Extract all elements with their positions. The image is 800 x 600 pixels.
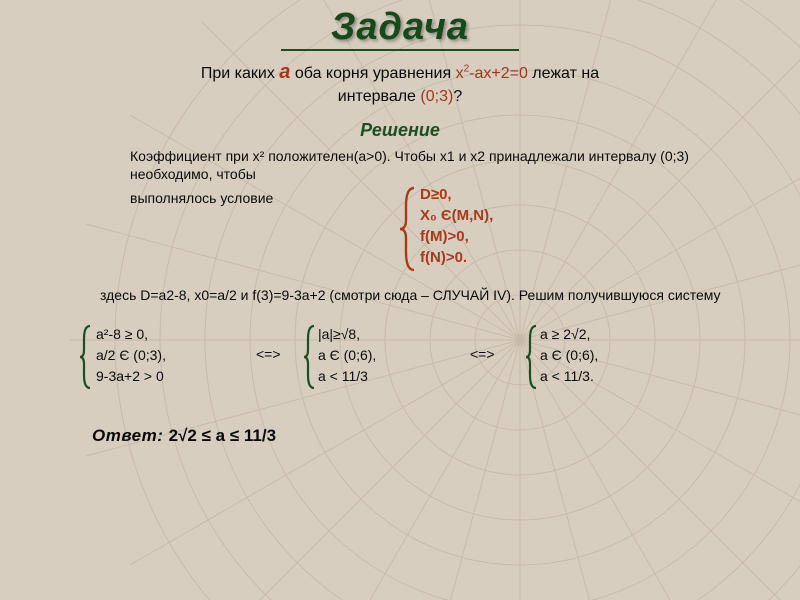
system-line: a < 11/3. — [540, 366, 598, 387]
problem-a-symbol: а — [279, 61, 290, 83]
brace-icon — [524, 324, 538, 390]
condition-item: f(N)>0. — [420, 247, 493, 268]
system-line: 9-3a+2 > 0 — [96, 366, 166, 387]
system-line: a ≥ 2√2, — [540, 324, 598, 345]
equiv-arrow: <=> — [470, 346, 495, 362]
slide-content: Задача При каких а оба корня уравнения х… — [0, 0, 800, 600]
brace-icon — [302, 324, 316, 390]
problem-line2-suffix: ? — [453, 88, 462, 105]
condition-item: D≥0, — [420, 184, 493, 205]
system-line: a²-8 ≥ 0, — [96, 324, 166, 345]
equiv-arrow: <=> — [256, 346, 281, 362]
system-line: a < 11/3 — [318, 366, 376, 387]
condition-brace-icon — [398, 186, 416, 272]
system-line: a/2 Є (0;3), — [96, 345, 166, 366]
answer: Ответ: 2√2 ≤ a ≤ 11/3 — [92, 426, 800, 446]
condition-item: X₀ Є(M,N), — [420, 205, 493, 226]
slide-title: Задача — [281, 0, 519, 51]
paragraph-1: Коэффициент при х² положителен(а>0). Что… — [130, 147, 720, 185]
problem-line2-prefix: интервале — [338, 88, 421, 105]
problem-prefix: При каких — [201, 65, 279, 82]
problem-after-eq: лежат на — [528, 65, 599, 82]
system-line: a Є (0;6), — [540, 345, 598, 366]
condition-list: D≥0, X₀ Є(M,N), f(M)>0, f(N)>0. — [420, 184, 493, 268]
problem-statement: При каких а оба корня уравнения х2-ax+2=… — [40, 59, 760, 108]
system-line: a Є (0;6), — [318, 345, 376, 366]
paragraph-2: здесь D=a2-8, x0=a/2 и f(3)=9-3a+2 (смот… — [100, 286, 740, 306]
system-col-3: a ≥ 2√2, a Є (0;6), a < 11/3. — [540, 324, 598, 387]
answer-value: 2√2 ≤ a ≤ 11/3 — [169, 426, 276, 445]
system-line: |a|≥√8, — [318, 324, 376, 345]
system-col-2: |a|≥√8, a Є (0;6), a < 11/3 — [318, 324, 376, 387]
problem-mid: оба корня уравнения — [290, 65, 455, 82]
brace-icon — [78, 324, 92, 390]
condition-block: выполнялось условие D≥0, X₀ Є(M,N), f(M)… — [0, 190, 800, 276]
problem-equation: х2-ax+2=0 — [456, 65, 528, 82]
problem-interval: (0;3) — [420, 88, 453, 105]
systems-row: a²-8 ≥ 0, a/2 Є (0;3), 9-3a+2 > 0 <=> |a… — [0, 324, 800, 396]
condition-item: f(M)>0, — [420, 226, 493, 247]
solution-header: Решение — [0, 120, 800, 141]
answer-label: Ответ: — [92, 426, 169, 445]
condition-label: выполнялось условие — [130, 190, 273, 206]
system-col-1: a²-8 ≥ 0, a/2 Є (0;3), 9-3a+2 > 0 — [96, 324, 166, 387]
